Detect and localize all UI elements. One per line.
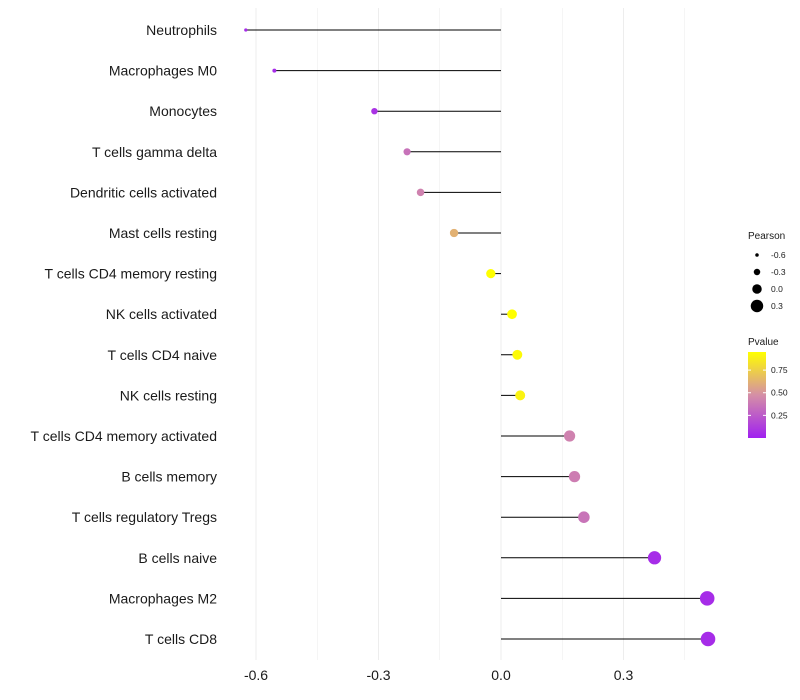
category-label: T cells gamma delta: [92, 144, 217, 160]
category-label: Monocytes: [149, 103, 217, 119]
category-label: Dendritic cells activated: [70, 184, 217, 200]
pearson-legend-key: [750, 299, 764, 313]
pearson-legend-key: [755, 253, 759, 257]
pearson-legend-title: Pearson: [748, 231, 785, 242]
segment-layer: [245, 29, 709, 640]
lollipop-point: [512, 349, 523, 360]
category-label: T cells CD4 memory resting: [45, 266, 217, 282]
lollipop-point: [371, 108, 378, 115]
category-label: T cells CD8: [145, 631, 217, 647]
category-label: B cells memory: [121, 469, 217, 485]
pearson-legend-label: -0.3: [771, 267, 786, 277]
grid-layer: [255, 8, 685, 660]
lollipop-point: [416, 188, 425, 197]
lollipop-point: [486, 268, 496, 279]
x-tick-label: 0.3: [614, 667, 634, 683]
pvalue-legend-label: 0.25: [771, 410, 788, 420]
lollipop-point: [647, 551, 662, 565]
x-tick-label: -0.6: [244, 667, 268, 683]
pvalue-colorbar: [748, 352, 766, 438]
category-label: B cells naive: [138, 550, 217, 566]
x-axis-ticks: -0.6 -0.3 0.0 0.3: [244, 667, 634, 683]
x-tick-label: 0.0: [491, 667, 511, 683]
pearson-legend-key: [752, 284, 762, 294]
lollipop-point: [700, 631, 716, 647]
lollipop-point: [244, 28, 248, 32]
lollipop-point: [449, 228, 459, 238]
pearson-legend-label: -0.6: [771, 250, 786, 260]
lollipop-point: [578, 511, 590, 523]
category-label: T cells CD4 memory activated: [31, 428, 217, 444]
category-label: NK cells resting: [120, 387, 217, 403]
category-label: NK cells activated: [106, 306, 217, 322]
pearson-legend-key: [753, 268, 761, 276]
pvalue-color-legend: Pvalue 0.25 0.50 0.75: [748, 337, 788, 438]
category-label: Mast cells resting: [109, 225, 217, 241]
pearson-size-legend: Pearson -0.6 -0.3 0.0 0.3: [748, 231, 786, 313]
category-label: T cells CD4 naive: [108, 347, 218, 363]
category-label: Macrophages M0: [109, 63, 217, 79]
category-labels: Neutrophils Macrophages M0 Monocytes T cell…: [31, 22, 218, 647]
point-layer: [244, 28, 716, 647]
category-label: T cells regulatory Tregs: [72, 509, 217, 525]
pearson-legend-label: 0.3: [771, 301, 783, 311]
category-label: Neutrophils: [146, 22, 217, 38]
lollipop-point: [699, 591, 715, 606]
pearson-legend-label: 0.0: [771, 284, 783, 294]
lollipop-point: [272, 68, 277, 73]
lollipop-point: [564, 430, 576, 442]
lollipop-point: [515, 390, 526, 401]
lollipop-point: [403, 148, 411, 156]
pvalue-legend-title: Pvalue: [748, 337, 779, 348]
x-tick-label: -0.3: [366, 667, 390, 683]
lollipop-point: [568, 470, 581, 483]
category-label: Macrophages M2: [109, 590, 217, 606]
pvalue-legend-label: 0.50: [771, 388, 788, 398]
pvalue-legend-label: 0.75: [771, 365, 788, 375]
lollipop-point: [507, 309, 517, 320]
